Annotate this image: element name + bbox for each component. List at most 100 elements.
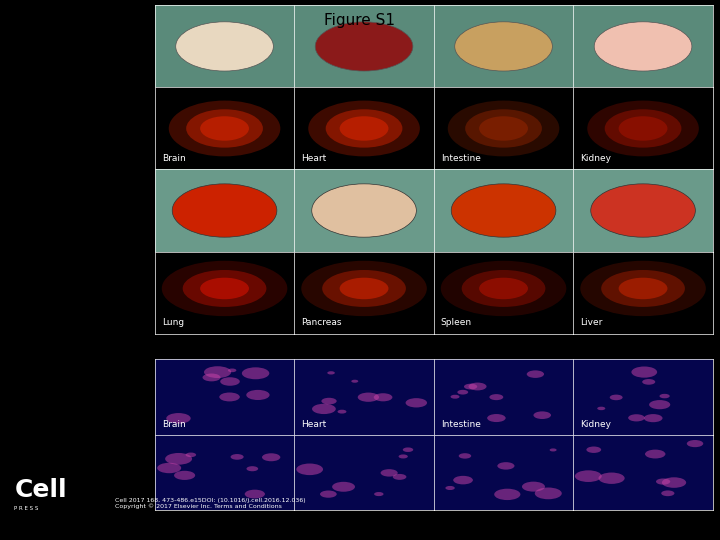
Ellipse shape bbox=[601, 270, 685, 307]
Ellipse shape bbox=[610, 395, 623, 400]
Ellipse shape bbox=[465, 109, 542, 147]
Ellipse shape bbox=[618, 116, 667, 141]
Text: Kidney: Kidney bbox=[580, 154, 611, 163]
Ellipse shape bbox=[174, 471, 195, 480]
Ellipse shape bbox=[246, 466, 258, 471]
Ellipse shape bbox=[464, 384, 477, 389]
Ellipse shape bbox=[590, 184, 696, 237]
Ellipse shape bbox=[459, 453, 471, 458]
Ellipse shape bbox=[594, 22, 692, 71]
Ellipse shape bbox=[186, 109, 263, 147]
Ellipse shape bbox=[351, 380, 359, 383]
Ellipse shape bbox=[340, 278, 389, 299]
Ellipse shape bbox=[687, 440, 703, 447]
Ellipse shape bbox=[200, 116, 249, 141]
Ellipse shape bbox=[448, 100, 559, 157]
Ellipse shape bbox=[312, 404, 336, 414]
Text: Kidney: Kidney bbox=[580, 420, 611, 429]
Ellipse shape bbox=[453, 476, 473, 484]
Ellipse shape bbox=[462, 270, 546, 307]
Ellipse shape bbox=[490, 394, 503, 400]
Ellipse shape bbox=[381, 469, 397, 477]
Ellipse shape bbox=[200, 278, 249, 299]
Ellipse shape bbox=[220, 393, 240, 401]
Ellipse shape bbox=[649, 400, 670, 409]
Ellipse shape bbox=[332, 482, 355, 492]
Ellipse shape bbox=[166, 413, 191, 424]
Text: Liver: Liver bbox=[580, 318, 603, 327]
Ellipse shape bbox=[660, 394, 670, 399]
Ellipse shape bbox=[186, 453, 196, 457]
Ellipse shape bbox=[479, 278, 528, 299]
Text: Figure S1: Figure S1 bbox=[325, 14, 395, 29]
Ellipse shape bbox=[220, 377, 240, 386]
Ellipse shape bbox=[662, 477, 686, 488]
Text: Cell 2017 168, 473-486.e15DOI: (10.1016/j.cell.2016.12.036): Cell 2017 168, 473-486.e15DOI: (10.1016/… bbox=[115, 498, 306, 503]
Ellipse shape bbox=[202, 374, 220, 381]
Ellipse shape bbox=[446, 486, 455, 490]
Text: Brain: Brain bbox=[162, 420, 186, 429]
Text: B: B bbox=[138, 356, 151, 374]
Ellipse shape bbox=[301, 261, 427, 316]
Ellipse shape bbox=[618, 278, 667, 299]
Ellipse shape bbox=[469, 382, 487, 390]
Ellipse shape bbox=[451, 395, 459, 399]
Ellipse shape bbox=[642, 379, 655, 384]
Ellipse shape bbox=[586, 447, 601, 453]
Ellipse shape bbox=[455, 22, 552, 71]
Ellipse shape bbox=[628, 414, 644, 421]
Text: Heart: Heart bbox=[301, 154, 327, 163]
Text: Pancreas: Pancreas bbox=[301, 318, 342, 327]
Ellipse shape bbox=[644, 414, 662, 422]
Ellipse shape bbox=[645, 450, 665, 458]
Ellipse shape bbox=[535, 488, 562, 500]
Ellipse shape bbox=[374, 492, 384, 496]
Ellipse shape bbox=[451, 184, 556, 237]
Ellipse shape bbox=[358, 393, 379, 402]
Ellipse shape bbox=[204, 366, 231, 378]
Ellipse shape bbox=[242, 367, 269, 379]
Ellipse shape bbox=[392, 474, 406, 480]
Ellipse shape bbox=[522, 482, 545, 491]
Ellipse shape bbox=[588, 100, 699, 157]
Ellipse shape bbox=[575, 470, 602, 482]
Ellipse shape bbox=[323, 270, 406, 307]
Ellipse shape bbox=[498, 462, 515, 470]
Ellipse shape bbox=[661, 490, 675, 496]
Ellipse shape bbox=[457, 390, 468, 395]
Ellipse shape bbox=[176, 22, 274, 71]
Ellipse shape bbox=[534, 411, 551, 419]
Ellipse shape bbox=[441, 261, 567, 316]
Ellipse shape bbox=[315, 22, 413, 71]
Ellipse shape bbox=[245, 490, 265, 498]
Ellipse shape bbox=[597, 407, 606, 410]
Ellipse shape bbox=[325, 109, 402, 147]
Ellipse shape bbox=[328, 371, 335, 375]
Ellipse shape bbox=[321, 398, 337, 404]
Ellipse shape bbox=[374, 393, 392, 401]
Ellipse shape bbox=[338, 410, 346, 414]
Ellipse shape bbox=[656, 478, 670, 485]
Ellipse shape bbox=[246, 390, 269, 400]
Ellipse shape bbox=[168, 100, 280, 157]
Ellipse shape bbox=[262, 453, 280, 461]
Ellipse shape bbox=[183, 270, 266, 307]
Text: Intestine: Intestine bbox=[441, 420, 481, 429]
Text: A: A bbox=[138, 10, 151, 29]
Text: Brain: Brain bbox=[162, 154, 186, 163]
Text: Intestine: Intestine bbox=[441, 154, 481, 163]
Ellipse shape bbox=[162, 261, 287, 316]
Ellipse shape bbox=[399, 455, 408, 458]
Ellipse shape bbox=[312, 184, 416, 237]
Ellipse shape bbox=[549, 448, 557, 451]
Ellipse shape bbox=[405, 398, 427, 408]
Text: Lung: Lung bbox=[162, 318, 184, 327]
Ellipse shape bbox=[157, 463, 181, 473]
Ellipse shape bbox=[631, 367, 657, 377]
Ellipse shape bbox=[320, 490, 337, 498]
Ellipse shape bbox=[527, 370, 544, 378]
Ellipse shape bbox=[230, 454, 243, 460]
Text: Copyright © 2017 Elsevier Inc. Terms and Conditions: Copyright © 2017 Elsevier Inc. Terms and… bbox=[115, 503, 282, 509]
Ellipse shape bbox=[487, 414, 505, 422]
Text: Heart: Heart bbox=[301, 420, 327, 429]
